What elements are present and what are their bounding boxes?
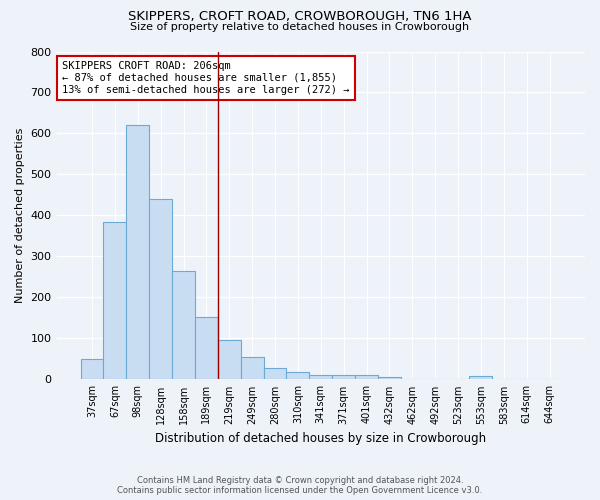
Bar (286, 372, 310, 380)
Bar (80, 359, 103, 380)
Bar (195, 317, 218, 380)
Bar (469, 376, 493, 380)
Text: Contains HM Land Registry data © Crown copyright and database right 2024.
Contai: Contains HM Land Registry data © Crown c… (118, 476, 482, 495)
Bar (172, 271, 195, 380)
Bar (355, 374, 378, 380)
Bar (103, 222, 127, 380)
Bar (149, 199, 172, 380)
X-axis label: Distribution of detached houses by size in Crowborough: Distribution of detached houses by size … (155, 432, 487, 445)
Bar (378, 376, 401, 380)
Y-axis label: Number of detached properties: Number of detached properties (15, 128, 25, 303)
Bar (241, 357, 263, 380)
Bar (218, 340, 241, 380)
Text: Size of property relative to detached houses in Crowborough: Size of property relative to detached ho… (130, 22, 470, 32)
Text: SKIPPERS CROFT ROAD: 206sqm
← 87% of detached houses are smaller (1,855)
13% of : SKIPPERS CROFT ROAD: 206sqm ← 87% of det… (62, 62, 349, 94)
Text: SKIPPERS, CROFT ROAD, CROWBOROUGH, TN6 1HA: SKIPPERS, CROFT ROAD, CROWBOROUGH, TN6 1… (128, 10, 472, 23)
Bar (332, 374, 355, 380)
Bar (310, 375, 332, 380)
Bar (127, 126, 149, 380)
Bar (263, 368, 286, 380)
